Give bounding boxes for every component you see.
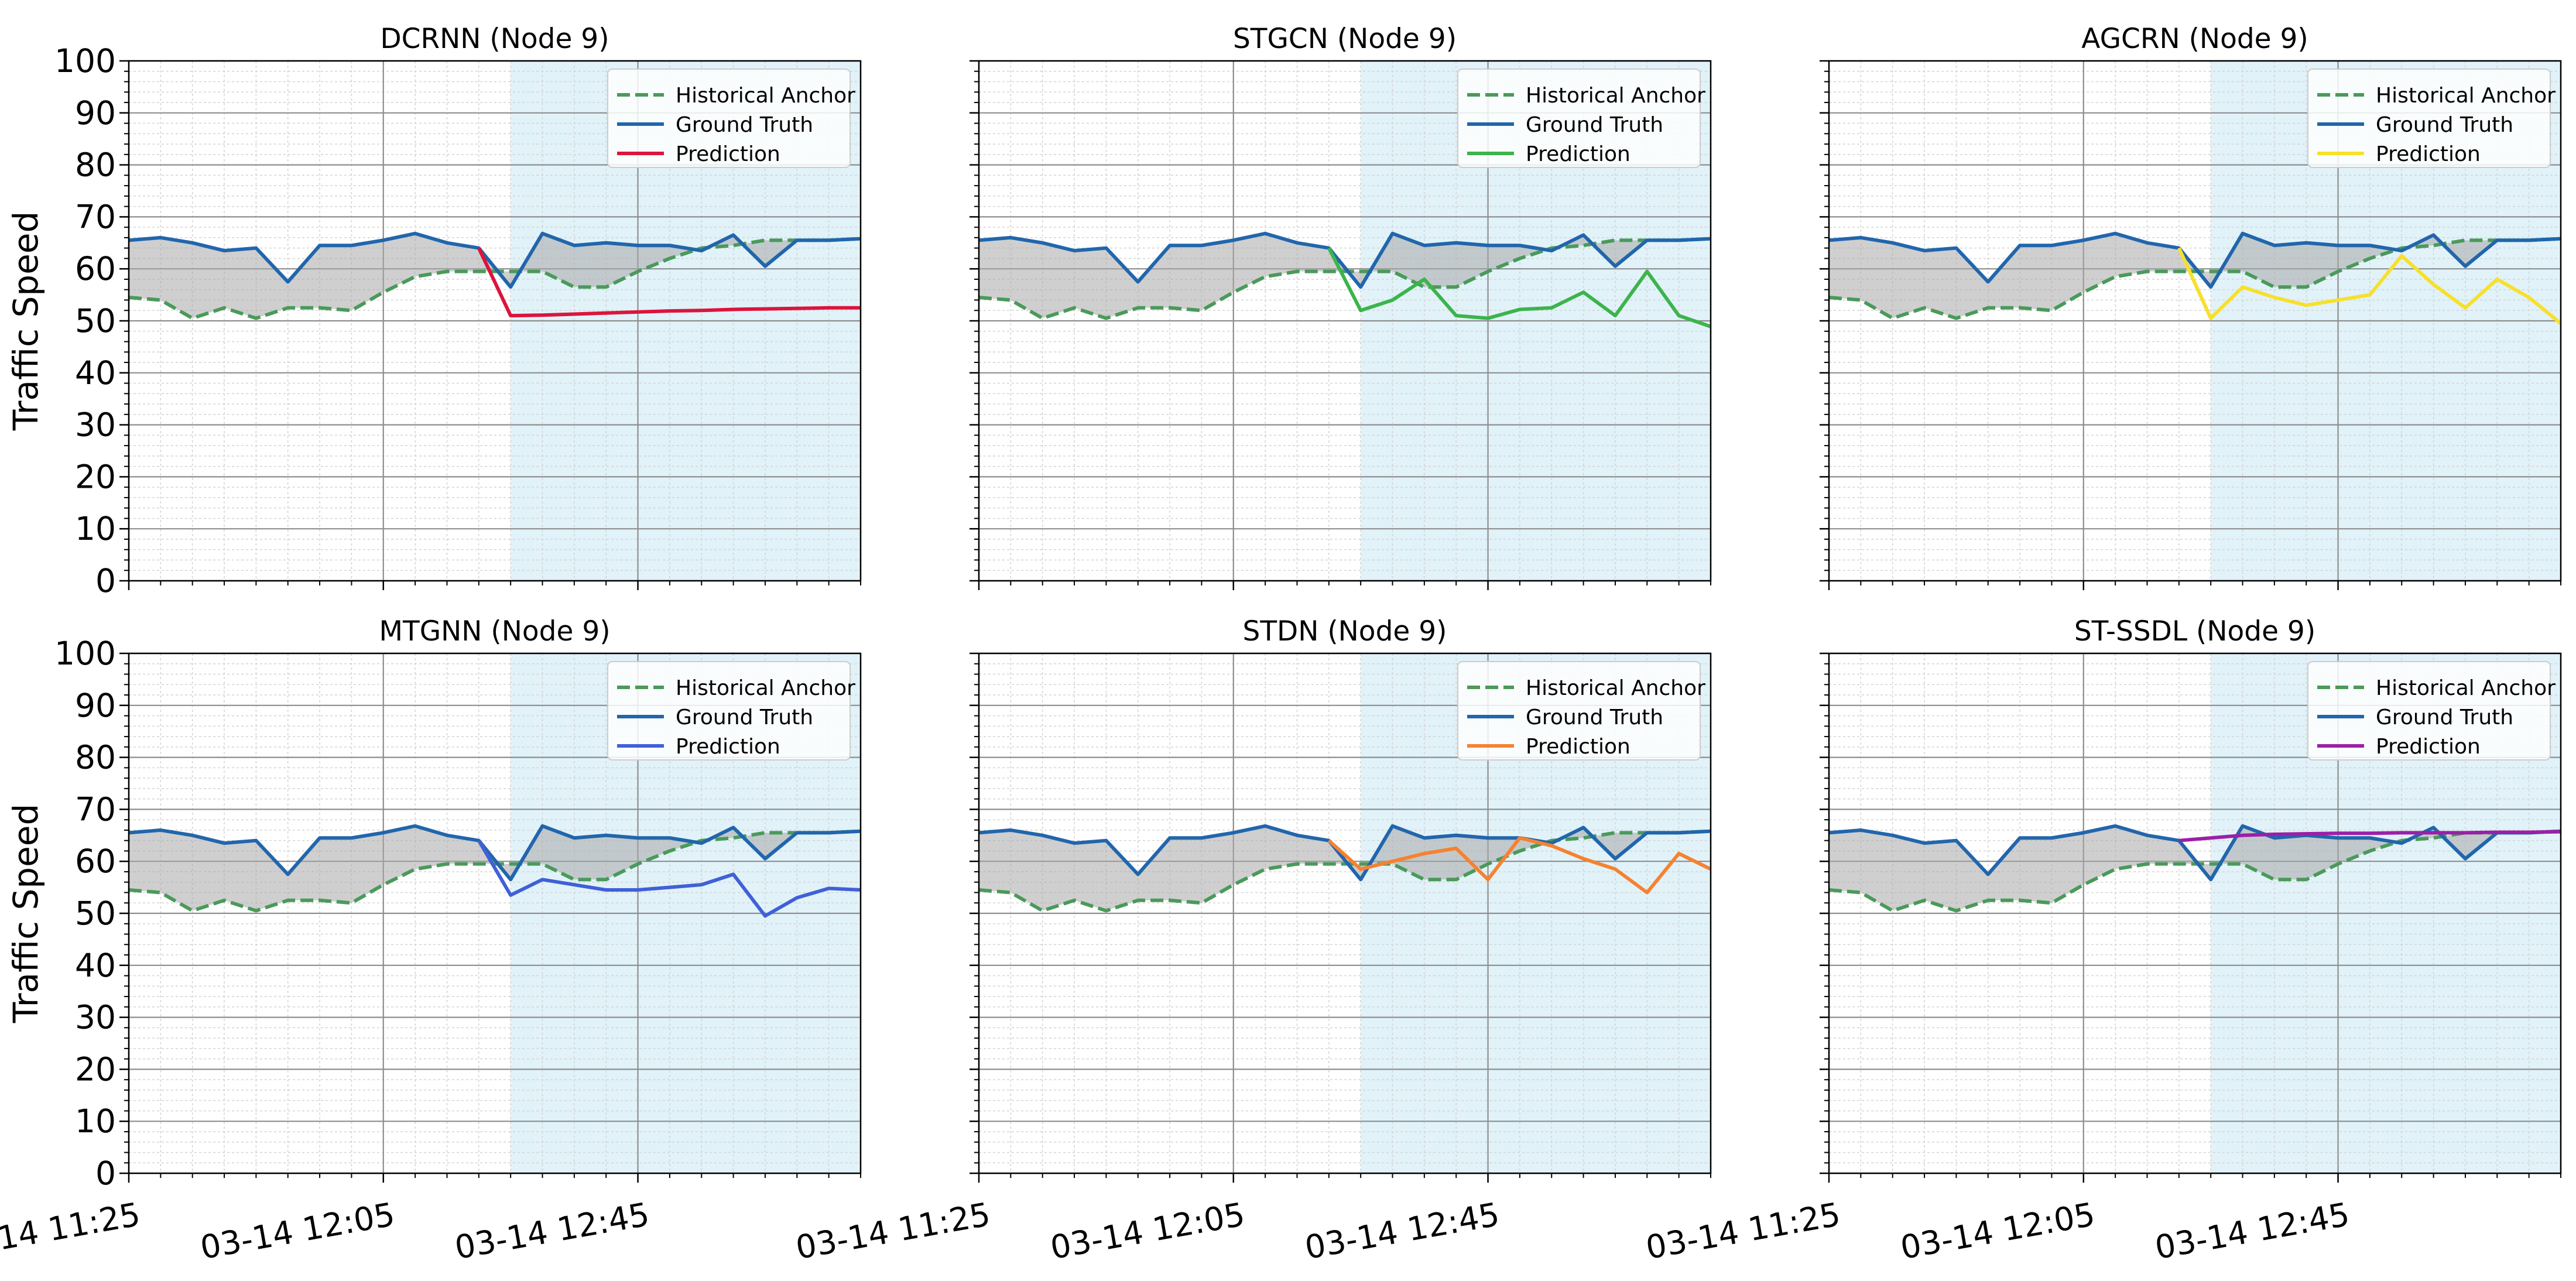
ground-truth-line — [1828, 231, 2561, 289]
legend-historical-anchor-label: Historical Anchor — [2376, 84, 2556, 108]
prediction-line — [477, 247, 861, 318]
legend-prediction-label: Prediction — [676, 142, 780, 166]
y-tick-label: 70 — [75, 790, 116, 828]
y-axis-label: Traffic Speed — [6, 211, 46, 431]
panel-title: STGCN (Node 9) — [1233, 23, 1457, 55]
y-axis-label: Traffic Speed — [6, 804, 46, 1024]
legend-prediction-label: Prediction — [676, 735, 780, 759]
ground-truth-line — [978, 231, 1711, 289]
legend-frame — [2307, 661, 2551, 761]
panel-title: DCRNN (Node 9) — [380, 23, 609, 55]
panel-3: 0 10 20 30 40 50 60 70 80 90 100 03-14 11:25 03-14 1… — [0, 615, 862, 1266]
panel-2: AGCRN (Node 9) Historical Anchor Ground Tr… — [1820, 23, 2562, 590]
x-tick-label: 03-14 11:25 — [793, 1196, 993, 1266]
y-tick-label: 100 — [54, 635, 116, 672]
legend: Historical Anchor Ground Truth Prediction — [607, 68, 855, 168]
ground-truth-line — [128, 231, 861, 289]
y-tick-label: 0 — [95, 562, 116, 600]
legend-prediction-label: Prediction — [2376, 735, 2481, 759]
legend-ground-truth-label: Ground Truth — [2376, 113, 2513, 137]
x-tick-label: 03-14 12:05 — [1897, 1196, 2098, 1266]
legend-historical-anchor-label: Historical Anchor — [2376, 676, 2556, 700]
y-tick-label: 90 — [75, 687, 116, 724]
y-tick-label: 30 — [75, 406, 116, 444]
historical-anchor-line — [978, 237, 1711, 320]
legend-ground-truth-label: Ground Truth — [676, 705, 813, 729]
legend: Historical Anchor Ground Truth Prediction — [2307, 68, 2556, 168]
y-tick-label: 80 — [75, 146, 116, 184]
y-tick-label: 60 — [75, 250, 116, 287]
prediction-line — [1327, 836, 1712, 895]
panel-title: ST-SSDL (Node 9) — [2074, 615, 2315, 648]
y-tick-label: 90 — [75, 94, 116, 132]
panel-5: 03-14 11:25 03-14 12:05 03-14 12:45 ST-SSDL… — [1643, 615, 2562, 1266]
legend-ground-truth-label: Ground Truth — [2376, 705, 2513, 729]
y-tick-label: 80 — [75, 739, 116, 776]
y-tick-label: 20 — [75, 458, 116, 495]
historical-anchor-line — [128, 829, 861, 913]
x-tick-label: 03-14 12:05 — [197, 1196, 398, 1266]
y-tick-label: 10 — [75, 1102, 116, 1140]
historical-anchor-line — [1828, 237, 2561, 320]
panel-title: MTGNN (Node 9) — [379, 615, 610, 648]
y-tick-label: 10 — [75, 510, 116, 547]
y-tick-label: 100 — [54, 42, 116, 80]
prediction-line — [477, 840, 861, 918]
y-tick-label: 20 — [75, 1050, 116, 1088]
panel-title: STDN (Node 9) — [1242, 615, 1447, 648]
ground-truth-line — [128, 824, 861, 882]
legend-historical-anchor-label: Historical Anchor — [1526, 676, 1705, 700]
legend-prediction-label: Prediction — [1526, 735, 1630, 759]
legend-frame — [607, 661, 851, 761]
historical-anchor-line — [978, 829, 1711, 913]
x-tick-label: 03-14 11:25 — [0, 1196, 143, 1266]
legend: Historical Anchor Ground Truth Prediction — [1457, 68, 1705, 168]
y-tick-label: 70 — [75, 198, 116, 235]
panel-4: 03-14 11:25 03-14 12:05 03-14 12:45 STDN (N… — [793, 615, 1712, 1266]
prediction-line — [1327, 247, 1711, 328]
prediction-line — [2178, 830, 2561, 842]
legend-frame — [1457, 661, 1701, 761]
legend-frame — [1457, 68, 1701, 168]
legend-prediction-label: Prediction — [1526, 142, 1630, 166]
y-tick-label: 30 — [75, 999, 116, 1036]
legend-frame — [2307, 68, 2551, 168]
y-tick-label: 50 — [75, 895, 116, 932]
legend-ground-truth-label: Ground Truth — [1526, 705, 1663, 729]
x-tick-label: 03-14 12:45 — [452, 1196, 652, 1266]
legend-ground-truth-label: Ground Truth — [676, 113, 813, 137]
legend-historical-anchor-label: Historical Anchor — [676, 84, 855, 108]
legend-ground-truth-label: Ground Truth — [1526, 113, 1663, 137]
historical-anchor-line — [128, 237, 861, 320]
y-tick-label: 60 — [75, 842, 116, 880]
legend-frame — [607, 68, 851, 168]
x-tick-label: 03-14 12:45 — [1302, 1196, 1502, 1266]
legend: Historical Anchor Ground Truth Prediction — [607, 661, 855, 761]
ground-truth-line — [978, 824, 1711, 882]
legend: Historical Anchor Ground Truth Prediction — [1457, 661, 1705, 761]
prediction-line — [2177, 247, 2562, 325]
panel-title: AGCRN (Node 9) — [2081, 23, 2308, 55]
legend-prediction-label: Prediction — [2376, 142, 2481, 166]
y-tick-label: 50 — [75, 302, 116, 340]
panel-0: 0 10 20 30 40 50 60 70 80 90 100 DCRNN (Node 9) Hist… — [54, 23, 862, 600]
x-tick-label: 03-14 12:05 — [1047, 1196, 1248, 1266]
legend-historical-anchor-label: Historical Anchor — [676, 676, 855, 700]
y-tick-label: 40 — [75, 354, 116, 392]
legend: Historical Anchor Ground Truth Prediction — [2307, 661, 2556, 761]
y-tick-label: 40 — [75, 947, 116, 984]
x-tick-label: 03-14 12:45 — [2152, 1196, 2352, 1266]
x-tick-label: 03-14 11:25 — [1643, 1196, 1843, 1266]
y-tick-label: 0 — [95, 1155, 116, 1192]
historical-anchor-line — [1828, 829, 2561, 913]
panel-1: STGCN (Node 9) Historical Anchor Ground Tr… — [970, 23, 1712, 590]
legend-historical-anchor-label: Historical Anchor — [1526, 84, 1705, 108]
